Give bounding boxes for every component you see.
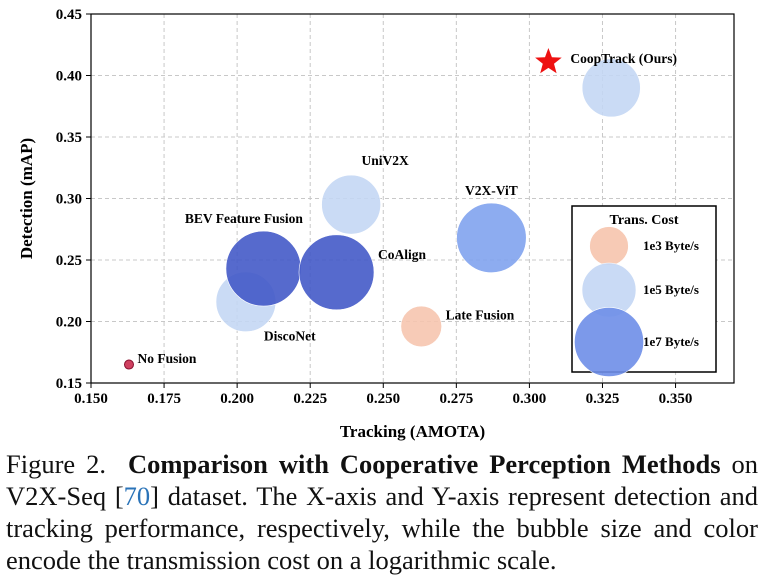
citation-link[interactable]: 70 xyxy=(123,481,151,511)
x-axis-label: Tracking (AMOTA) xyxy=(340,422,485,441)
bubble-chart: No Fusion DiscoNet BEV Feature Fusion CoAli… xyxy=(17,7,735,441)
point-label: CoAlign xyxy=(378,247,427,262)
y-axis-ticks: 0.15 0.20 0.25 0.30 0.35 0.40 0.45 xyxy=(56,7,91,392)
legend-label: 1e5 Byte/s xyxy=(643,282,699,297)
figure-label: Figure 2. xyxy=(6,449,107,479)
y-axis-label: Detection (mAP) xyxy=(17,138,36,259)
legend-swatch xyxy=(589,226,629,266)
point-label: UniV2X xyxy=(361,153,409,168)
point-label: V2X-ViT xyxy=(465,183,518,198)
bubble xyxy=(581,58,641,118)
caption-text-2: ] dataset. The X-axis and Y-axis represe… xyxy=(6,481,758,575)
caption-title: Comparison with Cooperative Perception M… xyxy=(128,449,721,479)
x-tick-label: 0.350 xyxy=(659,391,693,407)
point-labels: No Fusion DiscoNet BEV Feature Fusion CoAli… xyxy=(137,51,677,366)
point-label: CoopTrack (Ours) xyxy=(570,51,677,66)
point-label: DiscoNet xyxy=(264,329,316,344)
bubble xyxy=(321,174,381,235)
y-tick-label: 0.30 xyxy=(56,192,82,208)
x-tick-label: 0.200 xyxy=(220,391,254,407)
x-tick-label: 0.225 xyxy=(293,391,327,407)
legend: Trans. Cost 1e3 Byte/s 1e5 Byte/s 1e7 Byte… xyxy=(571,205,717,377)
point-label: BEV Feature Fusion xyxy=(185,211,304,226)
x-tick-label: 0.275 xyxy=(439,391,473,407)
y-tick-label: 0.45 xyxy=(56,7,82,23)
legend-swatch xyxy=(574,307,644,377)
data-bubbles xyxy=(123,48,641,370)
y-tick-label: 0.20 xyxy=(56,315,82,331)
x-tick-label: 0.250 xyxy=(366,391,400,407)
x-axis-ticks: 0.150 0.175 0.200 0.225 0.250 0.275 0.300 0.325… xyxy=(74,383,692,407)
caption-text-1: on V2X-Seq [ xyxy=(6,449,759,511)
bubble xyxy=(225,230,302,307)
y-tick-label: 0.35 xyxy=(56,130,82,146)
x-tick-label: 0.150 xyxy=(74,391,108,407)
star-marker xyxy=(535,48,562,74)
x-tick-label: 0.300 xyxy=(513,391,547,407)
legend-title: Trans. Cost xyxy=(610,213,679,228)
bubble xyxy=(298,234,375,311)
bubble xyxy=(400,305,442,348)
x-tick-label: 0.175 xyxy=(147,391,181,407)
legend-label: 1e7 Byte/s xyxy=(643,334,699,349)
y-tick-label: 0.40 xyxy=(56,69,82,85)
figure-caption: Figure 2. Comparison with Cooperative Pe… xyxy=(6,448,758,576)
legend-entries: 1e3 Byte/s 1e5 Byte/s 1e7 Byte/s xyxy=(574,226,699,377)
y-tick-label: 0.15 xyxy=(56,376,82,392)
legend-label: 1e3 Byte/s xyxy=(643,238,699,253)
bubble xyxy=(456,202,527,274)
point-label: No Fusion xyxy=(137,351,196,366)
x-tick-label: 0.325 xyxy=(586,391,620,407)
y-tick-label: 0.25 xyxy=(56,253,82,269)
bubble xyxy=(123,359,134,370)
point-label: Late Fusion xyxy=(446,307,515,322)
